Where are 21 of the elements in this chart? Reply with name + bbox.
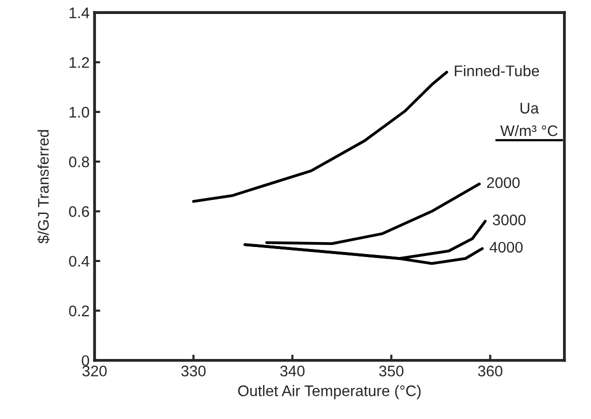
series-label: 4000 bbox=[490, 242, 523, 253]
series-label: 3000 bbox=[492, 214, 526, 226]
series-label: Finned-Tube bbox=[454, 65, 539, 76]
x-tick-label: 330 bbox=[181, 366, 206, 376]
x-axis-title: Outlet Air Temperature (°C) bbox=[238, 385, 421, 400]
series-label: 2000 bbox=[487, 177, 520, 188]
y-tick-label: 0.8 bbox=[69, 156, 90, 168]
annotation: Ua bbox=[520, 102, 539, 114]
y-tick-label: 1.4 bbox=[70, 8, 90, 18]
y-axis-title: $/GJ Transferred bbox=[37, 130, 50, 244]
y-tick-label: 0 bbox=[82, 355, 90, 366]
x-tick-label: 340 bbox=[280, 366, 305, 376]
x-tick-label: 360 bbox=[478, 366, 502, 376]
x-tick-label: 320 bbox=[82, 366, 107, 376]
y-tick-label: 1.0 bbox=[70, 106, 90, 118]
annotation: W/m³ °C bbox=[500, 124, 558, 136]
y-tick-label: 0.2 bbox=[69, 306, 89, 316]
y-tick-label: 0.4 bbox=[69, 256, 90, 267]
x-tick-label: 350 bbox=[379, 366, 404, 376]
y-tick-label: 0.6 bbox=[69, 206, 90, 217]
y-tick-label: 1.2 bbox=[70, 57, 89, 68]
